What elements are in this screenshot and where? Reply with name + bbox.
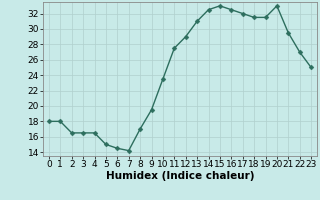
X-axis label: Humidex (Indice chaleur): Humidex (Indice chaleur) (106, 171, 254, 181)
